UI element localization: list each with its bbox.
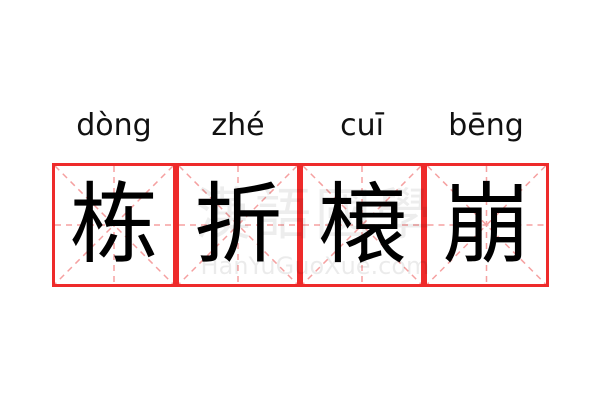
- hanzi-1: 栋: [69, 173, 158, 276]
- character-cell-3: 榱: [300, 163, 424, 287]
- character-cell-2: 折: [176, 163, 300, 287]
- guide-lines: [427, 166, 546, 284]
- hanzi-3: 榱: [317, 173, 406, 276]
- guide-lines: [303, 166, 421, 284]
- pinyin-1: dòng: [76, 108, 152, 143]
- guide-lines: [55, 166, 173, 284]
- character-grid: 栋 折 榱 崩: [52, 163, 549, 287]
- guide-lines: [179, 166, 297, 284]
- pinyin-2: zhé: [211, 108, 265, 143]
- hanzi-2: 折: [193, 173, 282, 276]
- character-cell-4: 崩: [424, 163, 549, 287]
- hanzi-4: 崩: [442, 173, 531, 276]
- character-cell-1: 栋: [52, 163, 176, 287]
- pinyin-4: bēng: [448, 108, 524, 143]
- pinyin-3: cuī: [340, 108, 384, 143]
